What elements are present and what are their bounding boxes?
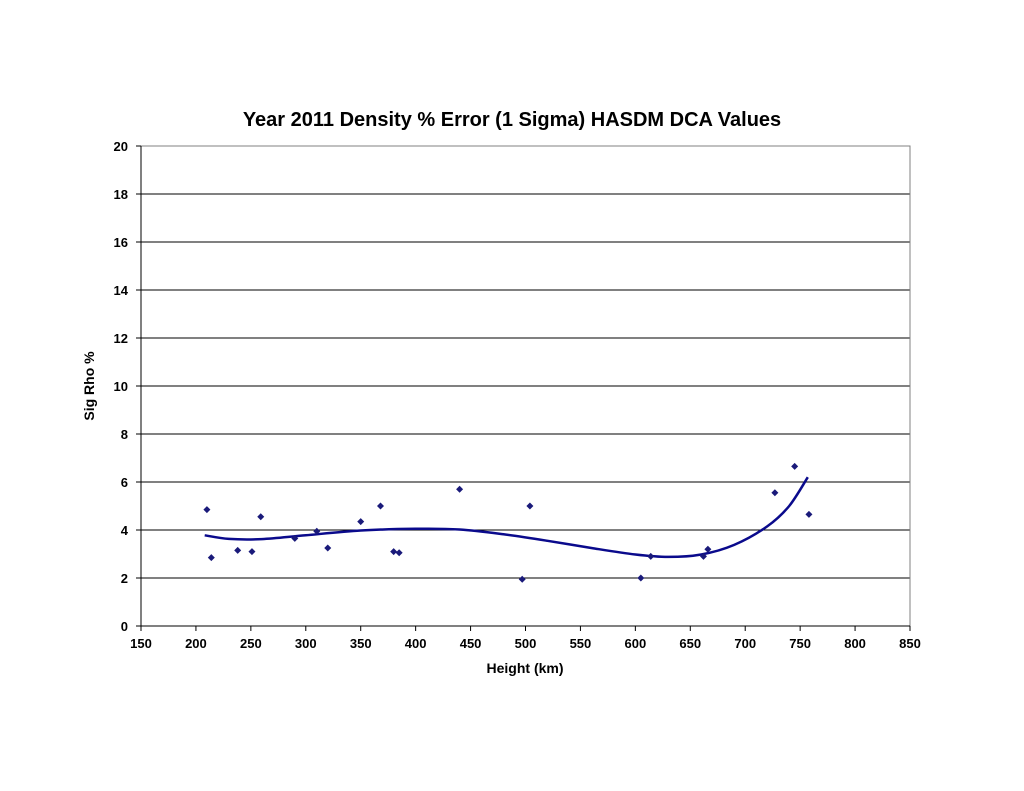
data-point: [234, 546, 242, 554]
x-tick-label: 700: [734, 636, 756, 651]
x-tick-label: 200: [185, 636, 207, 651]
chart-title: Year 2011 Density % Error (1 Sigma) HASD…: [243, 109, 781, 131]
x-tick-label: 350: [350, 636, 372, 651]
x-tick-label: 650: [679, 636, 701, 651]
data-point: [324, 544, 332, 552]
x-tick-label: 450: [460, 636, 482, 651]
x-tick-label: 400: [405, 636, 427, 651]
x-tick-label: 800: [844, 636, 866, 651]
y-tick-label: 10: [114, 379, 128, 394]
data-point: [647, 552, 655, 560]
data-point: [257, 513, 265, 521]
data-point: [203, 506, 211, 514]
y-tick-label: 0: [121, 619, 128, 634]
y-tick-label: 18: [114, 187, 128, 202]
gridlines: [141, 145, 910, 579]
trendline: [204, 476, 809, 559]
data-point: [376, 502, 384, 510]
y-axis-label: Sig Rho %: [81, 351, 97, 421]
y-tick-label: 14: [114, 283, 129, 298]
x-tick-label: 500: [515, 636, 537, 651]
data-point: [357, 518, 365, 526]
data-point: [791, 462, 799, 470]
x-axis-label: Height (km): [487, 660, 564, 676]
data-point: [526, 502, 534, 510]
data-point: [395, 549, 403, 557]
tick-labels: 0 2 4 6 8 10 12 14 16 18 20 150 200 250 300 350 400 450 50…: [114, 139, 921, 651]
y-tick-label: 4: [121, 523, 129, 538]
data-point: [313, 527, 321, 535]
x-tick-label: 150: [130, 636, 152, 651]
y-tick-label: 20: [114, 139, 128, 154]
x-tick-label: 550: [570, 636, 592, 651]
x-tick-label: 300: [295, 636, 317, 651]
x-tick-label: 600: [625, 636, 647, 651]
data-point: [390, 548, 398, 556]
data-point: [771, 489, 779, 497]
axes: [136, 145, 911, 631]
y-tick-label: 8: [121, 427, 128, 442]
x-tick-label: 250: [240, 636, 262, 651]
data-point: [704, 545, 712, 553]
y-tick-label: 12: [114, 331, 128, 346]
data-point: [637, 574, 645, 582]
data-point: [805, 510, 813, 518]
data-point: [291, 534, 299, 542]
x-tick-label: 750: [789, 636, 811, 651]
x-tick-label: 850: [899, 636, 921, 651]
y-tick-label: 6: [121, 475, 128, 490]
data-point: [518, 575, 526, 583]
data-point: [456, 485, 464, 493]
y-tick-label: 16: [114, 235, 128, 250]
data-point: [207, 554, 215, 562]
y-tick-label: 2: [121, 571, 128, 586]
data-points: [203, 462, 813, 583]
data-point: [699, 552, 707, 560]
data-point: [248, 548, 256, 556]
